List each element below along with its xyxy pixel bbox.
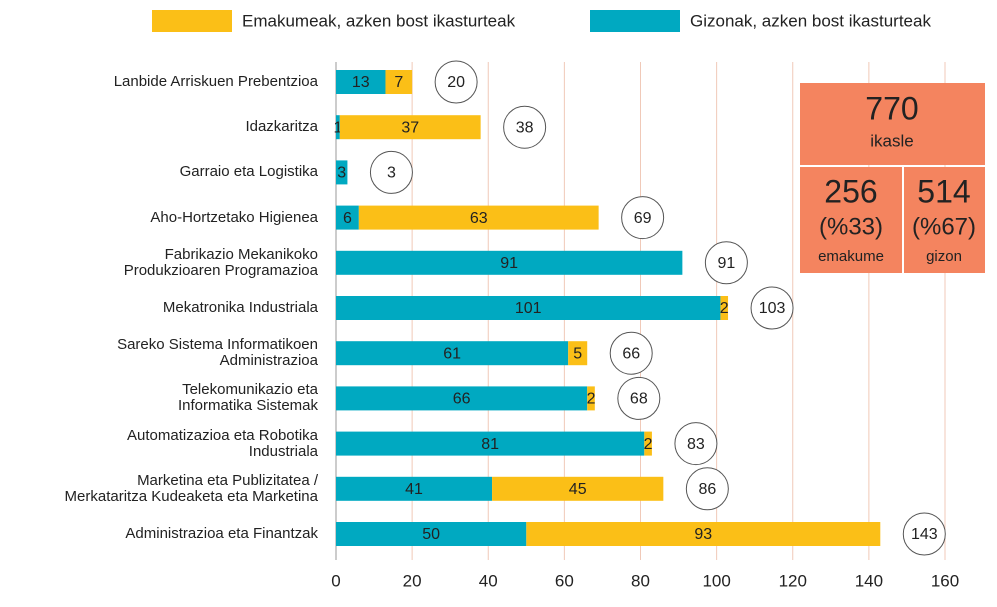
total-circle: [617, 376, 661, 420]
bar-segment: [336, 522, 527, 546]
category-label: Mekatronika Industriala: [162, 299, 318, 316]
bar-value-label: 63: [470, 210, 488, 227]
bar-segment: [358, 205, 599, 230]
total-label: 66: [622, 345, 640, 362]
category-label: Automatizazioa eta Robotika Industriala: [127, 426, 318, 460]
category-label: Aho-Hortzetako Higienea: [150, 208, 318, 226]
total-circle: [750, 286, 794, 330]
bar-value-label: 5: [573, 345, 582, 362]
bar-value-label: 2: [720, 300, 729, 317]
total-circle: [685, 467, 729, 511]
legend-swatch: [590, 10, 680, 32]
bar-segment: [526, 522, 881, 546]
legend-swatch: [152, 10, 232, 32]
summary-right: [904, 167, 985, 273]
summary-total-label: ikasle: [870, 131, 913, 150]
summary-men: 514: [917, 173, 970, 209]
x-tick-label: 0: [331, 571, 340, 590]
bar-value-label: 91: [500, 255, 518, 272]
summary-men-label: gizon: [926, 248, 962, 265]
category-label: Sareko Sistema Informatikoen Administraz…: [117, 336, 318, 370]
bar-segment: [336, 160, 348, 185]
total-label: 20: [447, 74, 465, 91]
total-circle: [434, 60, 478, 104]
bar-value-label: 2: [644, 436, 653, 453]
x-tick-label: 20: [403, 571, 422, 590]
bar-segment: [336, 70, 386, 94]
bar-segment: [336, 476, 493, 501]
total-label: 69: [634, 210, 652, 227]
bar-segment: [568, 341, 588, 366]
summary-women: 256: [824, 173, 877, 209]
bar-value-label: 7: [394, 74, 403, 91]
total-label: 91: [717, 255, 735, 272]
category-label: Lanbide Arriskuen Prebentzioa: [113, 73, 318, 90]
total-label: 3: [387, 165, 396, 182]
bar-value-label: 66: [453, 391, 471, 408]
category-label: Marketina eta Publizitatea / Merkataritz…: [64, 471, 318, 505]
total-circle: [902, 512, 946, 556]
x-tick-label: 120: [779, 571, 807, 590]
category-label: Garraio eta Logistika: [179, 163, 318, 181]
bar-segment: [336, 296, 721, 320]
x-tick-label: 40: [479, 571, 498, 590]
total-circle: [503, 105, 547, 149]
total-circle: [369, 150, 413, 194]
total-label: 83: [687, 436, 705, 453]
bar-value-label: 61: [443, 345, 461, 362]
bar-value-label: 81: [481, 436, 499, 453]
x-tick-label: 140: [855, 571, 883, 590]
x-tick-label: 60: [555, 571, 574, 590]
total-label: 86: [698, 481, 716, 498]
total-circle: [674, 422, 718, 466]
total-label: 38: [516, 119, 534, 136]
summary-men-pct: (%67): [912, 213, 976, 240]
bar-segment: [339, 115, 481, 140]
bar-value-label: 37: [401, 119, 419, 136]
bar-value-label: 41: [405, 481, 423, 498]
total-circle: [621, 196, 665, 240]
bar-value-label: 2: [587, 391, 596, 408]
summary-left: [800, 167, 902, 273]
total-label: 68: [630, 391, 648, 408]
bar-value-label: 50: [422, 526, 440, 543]
bar-segment: [492, 476, 664, 501]
bar-segment: [336, 205, 359, 230]
bar-value-label: 45: [569, 481, 587, 498]
total-label: 143: [911, 526, 938, 543]
bar-segment: [336, 431, 645, 456]
bar-segment: [587, 386, 595, 411]
category-label: Idazkaritza: [245, 118, 318, 136]
total-label: 103: [759, 300, 786, 317]
legend-label: Emakumeak, azken bost ikasturteak: [242, 11, 516, 30]
summary-total: 770: [865, 90, 918, 126]
bar-segment: [336, 250, 683, 275]
bar-segment: [385, 70, 413, 94]
x-tick-label: 80: [631, 571, 650, 590]
category-label: Administrazioa eta Finantzak: [125, 525, 318, 542]
bar-segment: [336, 115, 340, 140]
bar-value-label: 1: [333, 119, 342, 136]
bar-value-label: 6: [343, 210, 352, 227]
bar-segment: [336, 386, 588, 411]
total-circle: [609, 331, 653, 375]
x-tick-label: 160: [931, 571, 959, 590]
bar-segment: [336, 341, 569, 366]
bar-segment: [644, 431, 652, 456]
legend-label: Gizonak, azken bost ikasturteak: [690, 11, 931, 30]
bar-value-label: 93: [694, 526, 712, 543]
bar-value-label: 101: [515, 300, 542, 317]
category-label: Fabrikazio Mekanikoko Produkzioaren Prog…: [123, 245, 318, 279]
summary-women-label: emakume: [818, 248, 884, 265]
total-circle: [704, 241, 748, 285]
summary-top: [800, 83, 985, 165]
summary-women-pct: (%33): [819, 213, 883, 240]
x-tick-label: 100: [702, 571, 730, 590]
bar-value-label: 3: [337, 165, 346, 182]
bar-value-label: 13: [352, 74, 370, 91]
category-label: Telekomunikazio eta Informatika Sistemak: [177, 381, 318, 415]
bar-segment: [720, 296, 729, 320]
